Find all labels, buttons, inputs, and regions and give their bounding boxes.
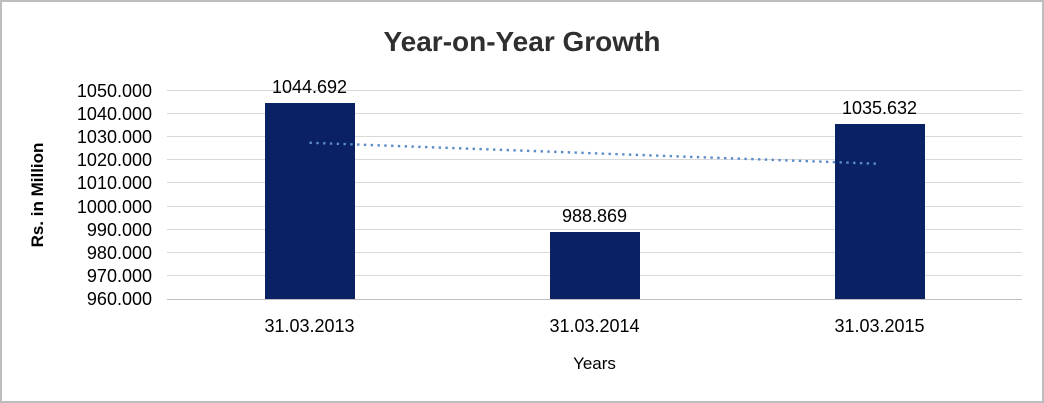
gridline: [167, 90, 1022, 91]
trendline: [309, 141, 880, 165]
y-tick-label: 1000.000: [76, 197, 152, 217]
y-tick-label: 1050.000: [76, 81, 152, 101]
x-category-label: 31.03.2014: [549, 316, 640, 336]
gridline: [167, 113, 1022, 114]
bar-value-label: 988.869: [561, 206, 628, 227]
gridline: [167, 206, 1022, 207]
x-category-label: 31.03.2015: [834, 316, 925, 336]
y-tick-label: 960.000: [86, 289, 152, 309]
x-axis-line: [167, 299, 1022, 300]
gridline: [167, 159, 1022, 160]
chart-title: Year-on-Year Growth: [383, 26, 661, 57]
bar: [549, 232, 640, 299]
bar-value-label: 1044.692: [271, 77, 348, 98]
y-tick-label: 1010.000: [76, 173, 152, 193]
x-category-label: 31.03.2013: [264, 316, 355, 336]
bar: [264, 103, 355, 299]
y-tick-label: 1030.000: [76, 127, 152, 147]
trendline-svg: [309, 141, 880, 165]
y-tick-label: 970.000: [86, 266, 152, 286]
plot-area: [167, 90, 1022, 300]
gridline: [167, 136, 1022, 137]
y-tick-label: 980.000: [86, 243, 152, 263]
gridline: [167, 229, 1022, 230]
x-axis-title: Years: [573, 354, 616, 373]
bar-value-label: 1035.632: [841, 98, 918, 119]
y-tick-label: 1020.000: [76, 150, 152, 170]
bar: [834, 124, 925, 299]
gridline: [167, 182, 1022, 183]
y-tick-label: 990.000: [86, 220, 152, 240]
y-tick-label: 1040.000: [76, 104, 152, 124]
